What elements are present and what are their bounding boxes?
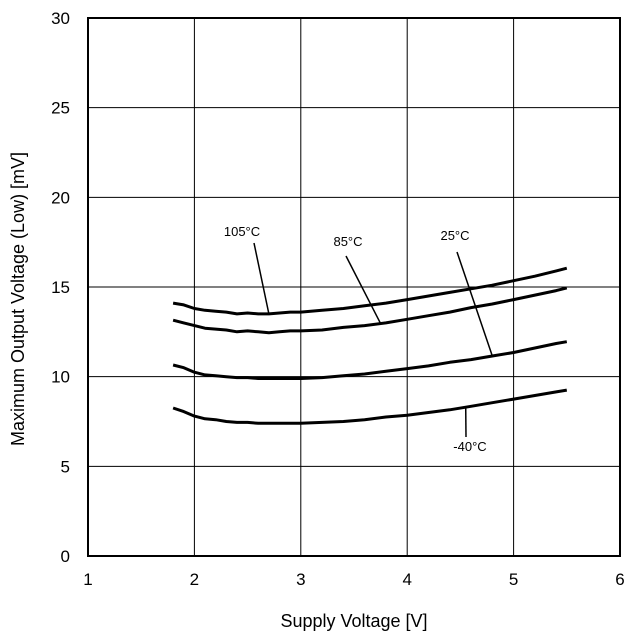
x-tick-label: 3 <box>296 570 305 589</box>
y-tick-label: 0 <box>61 547 70 566</box>
y-axis-title: Maximum Output Voltage (Low) [mV] <box>8 152 28 446</box>
series-label: -40°C <box>453 439 486 454</box>
x-tick-label: 1 <box>83 570 92 589</box>
series-line <box>173 268 567 314</box>
y-tick-label: 15 <box>51 278 70 297</box>
series-label: 25°C <box>440 228 469 243</box>
series-label: 85°C <box>333 234 362 249</box>
y-tick-label: 10 <box>51 368 70 387</box>
series-leader-line <box>346 256 381 324</box>
x-tick-label: 5 <box>509 570 518 589</box>
y-tick-label: 20 <box>51 188 70 207</box>
x-tick-label: 4 <box>402 570 411 589</box>
tick-labels: 1 2 3 4 5 6 0 5 10 15 20 25 30 <box>51 9 625 589</box>
grid <box>88 18 620 556</box>
series-line <box>173 390 567 423</box>
x-tick-label: 2 <box>190 570 199 589</box>
series-label: 105°C <box>224 224 260 239</box>
series-lines <box>173 268 567 423</box>
y-tick-label: 5 <box>61 457 70 476</box>
series-leader-line <box>254 243 269 314</box>
y-tick-label: 25 <box>51 99 70 118</box>
x-tick-label: 6 <box>615 570 624 589</box>
series-line <box>173 342 567 379</box>
y-tick-label: 30 <box>51 9 70 28</box>
x-axis-title: Supply Voltage [V] <box>280 611 427 631</box>
series-line <box>173 288 567 333</box>
